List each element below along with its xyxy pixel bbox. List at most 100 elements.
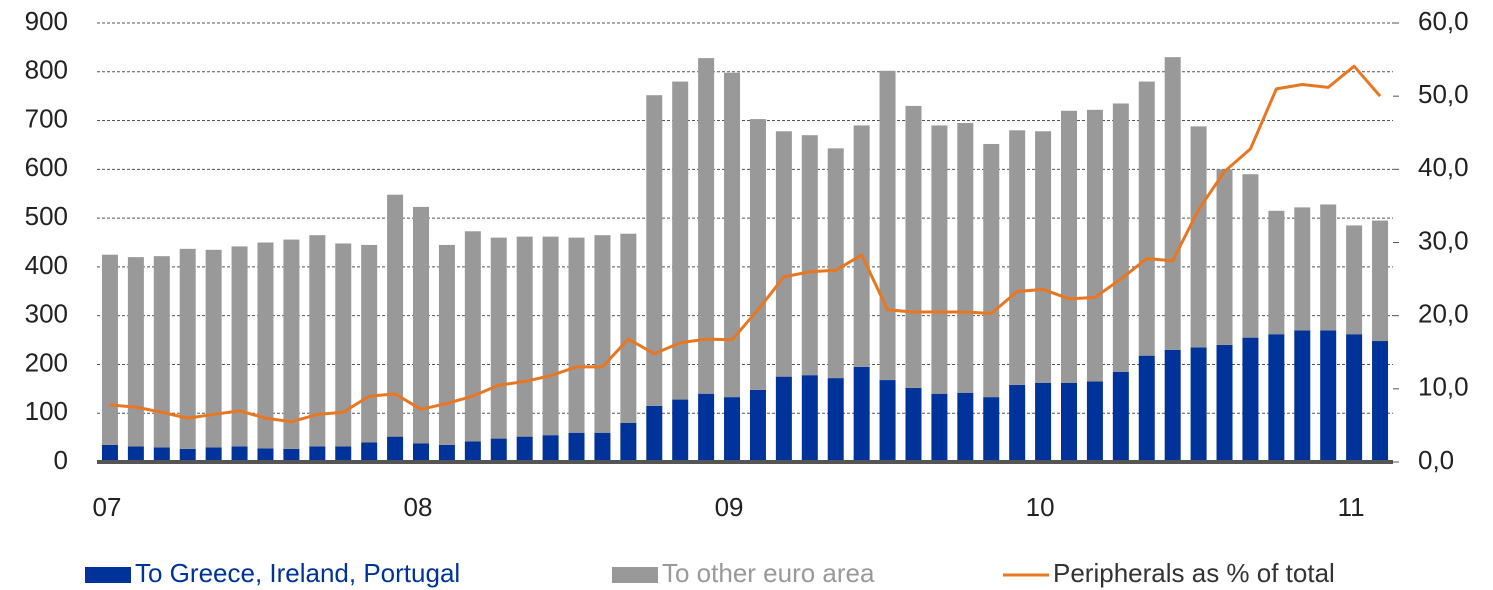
bar — [749, 389, 766, 462]
y-tick-label: 300 — [25, 299, 68, 329]
bar — [205, 447, 222, 462]
bar — [309, 446, 326, 462]
y2-tick-label: 0,0 — [1418, 445, 1454, 475]
bar — [231, 446, 248, 462]
bar — [698, 58, 715, 394]
y-tick-label: 500 — [25, 201, 68, 231]
bar — [231, 246, 248, 447]
y-tick-label: 600 — [25, 152, 68, 182]
bar — [1112, 371, 1129, 462]
bar — [1035, 382, 1052, 462]
bar — [153, 447, 170, 462]
bar — [568, 237, 585, 433]
y2-tick-label: 30,0 — [1418, 225, 1469, 255]
bar — [283, 239, 300, 449]
bar — [1009, 384, 1026, 462]
bar — [1035, 131, 1052, 383]
bar — [724, 72, 741, 398]
bar — [179, 248, 196, 449]
bar — [724, 397, 741, 462]
bar — [1086, 109, 1103, 382]
bar — [1138, 81, 1155, 356]
bar — [853, 366, 870, 462]
x-tick-label: 09 — [715, 492, 744, 522]
bar — [1372, 220, 1389, 342]
bar — [464, 231, 481, 442]
bar — [594, 432, 611, 462]
bar — [646, 95, 663, 406]
bar — [775, 131, 792, 377]
x-tick-label: 07 — [92, 492, 121, 522]
bar — [387, 194, 404, 437]
bar — [672, 399, 689, 462]
y-tick-label: 200 — [25, 347, 68, 377]
bar — [620, 233, 637, 423]
bar — [775, 376, 792, 462]
bar — [1061, 382, 1077, 462]
bar — [1009, 130, 1026, 385]
line — [109, 64, 1382, 424]
bar — [594, 235, 611, 433]
y-tick-label: 700 — [25, 103, 68, 133]
y2-tick-label: 20,0 — [1418, 299, 1469, 329]
bar — [438, 444, 455, 462]
bar — [1268, 210, 1285, 335]
bar — [438, 244, 455, 445]
bar — [1164, 57, 1181, 350]
bar — [1138, 355, 1155, 462]
bar — [905, 387, 922, 462]
bar — [957, 122, 974, 393]
y-tick-label: 0 — [54, 445, 68, 475]
bar — [542, 236, 559, 436]
bar — [620, 422, 637, 462]
bar — [413, 443, 429, 462]
bar — [1372, 341, 1389, 462]
bar — [1346, 334, 1363, 462]
bar — [931, 125, 948, 394]
bar — [516, 236, 533, 437]
bar — [879, 70, 896, 381]
bar — [153, 256, 170, 448]
bar — [801, 135, 818, 376]
bar — [101, 254, 118, 445]
x-tick-label: 08 — [404, 492, 433, 522]
y2-tick-label: 50,0 — [1418, 79, 1469, 109]
bar — [1268, 334, 1285, 462]
legend-swatch — [612, 567, 658, 583]
bar — [127, 257, 144, 447]
bar — [646, 405, 663, 462]
bar — [205, 249, 222, 448]
bar — [698, 393, 715, 462]
bar — [1061, 110, 1077, 383]
legend-label: To other euro area — [662, 558, 875, 588]
bar — [931, 393, 948, 462]
bar — [361, 442, 378, 462]
bar — [1320, 330, 1337, 462]
bar — [1216, 344, 1233, 462]
bar — [1294, 207, 1311, 331]
y2-tick-label: 10,0 — [1418, 372, 1469, 402]
y-tick-label: 400 — [25, 250, 68, 280]
y-tick-label: 100 — [25, 396, 68, 426]
bar — [464, 441, 481, 462]
bar — [749, 119, 766, 390]
bar — [179, 448, 196, 462]
bar — [983, 397, 1000, 462]
bar — [801, 375, 818, 462]
bar — [101, 444, 118, 462]
bar — [879, 380, 896, 462]
bar — [1086, 381, 1103, 462]
legend-swatch — [85, 567, 131, 583]
bar — [516, 436, 533, 462]
bar — [957, 392, 974, 462]
bar — [257, 448, 274, 462]
bar — [1190, 126, 1207, 348]
legend-label: To Greece, Ireland, Portugal — [135, 558, 460, 588]
bar — [853, 125, 870, 367]
x-tick-label: 10 — [1026, 492, 1055, 522]
bar — [568, 432, 585, 462]
bar — [413, 206, 429, 444]
legend-label: Peripherals as % of total — [1053, 558, 1335, 588]
bar — [542, 435, 559, 462]
